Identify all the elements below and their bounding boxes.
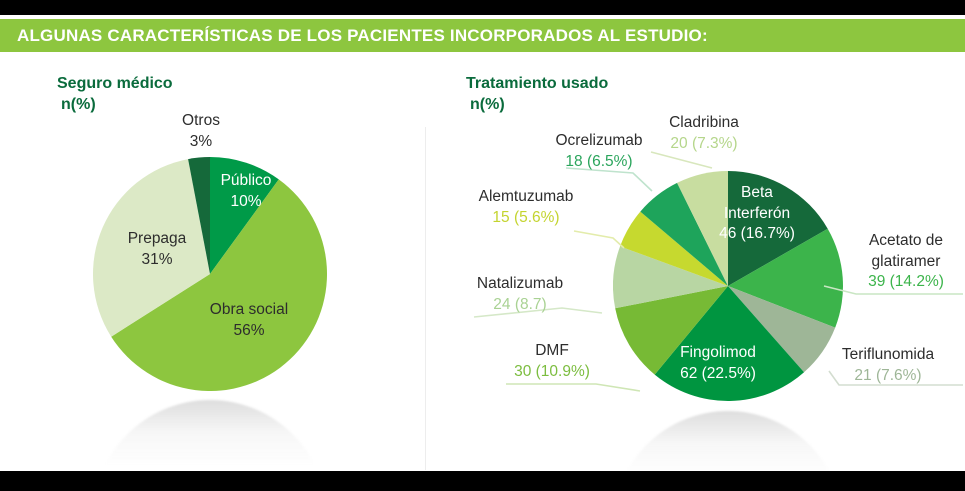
slice-label-prepaga: Prepaga 31% — [128, 229, 187, 270]
slice-label-name: Beta Interferón — [723, 184, 791, 222]
chart-title-text: Seguro médico — [57, 75, 173, 92]
pie-slice-prepaga — [93, 159, 210, 337]
slice-label-value: 24 (8.7) — [493, 295, 547, 313]
chart-title-text: Tratamiento usado — [466, 75, 609, 92]
chart-title-seguro-medico: Seguro médico n(%) — [57, 73, 173, 115]
charts-divider — [425, 127, 426, 470]
pie-slice-acetato-de-glatiramer — [728, 228, 843, 328]
chart-subtitle-text: n(%) — [61, 96, 96, 113]
slice-label-alemtuzumab: Alemtuzumab 15 (5.6%) — [479, 187, 574, 228]
slice-label-name: Teriflunomida — [841, 346, 935, 363]
chart-title-tratamiento-usado: Tratamiento usado n(%) — [466, 73, 608, 115]
pie-slice-natalizumab — [613, 246, 728, 309]
slice-label-cladribina: Cladribina 20 (7.3%) — [669, 113, 739, 154]
slice-label-value: 15 (5.6%) — [492, 208, 560, 226]
header-banner: ALGUNAS CARACTERÍSTICAS DE LOS PACIENTES… — [0, 19, 965, 52]
slice-label-otros: Otros 3% — [182, 111, 220, 152]
slice-label-name: Prepaga — [127, 230, 187, 247]
slice-label-natalizumab: Natalizumab 24 (8.7) — [477, 274, 563, 315]
slice-label-name: Obra social — [209, 301, 289, 318]
callout-line-cladribina — [650, 151, 713, 169]
slice-label-value: 10% — [230, 192, 262, 210]
pie-chart-seguro-medico — [93, 157, 327, 391]
slice-label-teriflunomida: Teriflunomida 21 (7.6%) — [842, 345, 934, 386]
slice-label-value: 56% — [233, 321, 265, 339]
callout-line-ocrelizumab — [565, 167, 653, 192]
slice-label-value: 62 (22.5%) — [680, 364, 756, 382]
slice-label-value: 46 (16.7%) — [719, 225, 795, 242]
callout-line-alemtuzumab — [573, 230, 625, 249]
slice-label-value: 30 (10.9%) — [514, 362, 590, 380]
slice-label-value: 3% — [189, 132, 213, 150]
bottom-black-bar — [0, 471, 965, 491]
slice-label-value: 20 (7.3%) — [670, 134, 738, 152]
slice-label-beta-interferon: Beta Interferón 46 (16.7%) — [707, 183, 807, 245]
pie-slice-beta-interferon — [728, 171, 828, 286]
top-black-bar — [0, 0, 965, 15]
slice-label-name: Cladribina — [669, 114, 739, 131]
slice-label-value: 39 (14.2%) — [868, 273, 944, 290]
pie-slice-fingolimod — [654, 286, 805, 401]
slice-label-publico: Público 10% — [221, 171, 272, 212]
slice-label-value: 21 (7.6%) — [854, 366, 922, 384]
slice-label-name: Acetato de glatiramer — [868, 232, 944, 270]
callout-line-teriflunomida — [828, 370, 963, 386]
pie-slice-teriflunomida — [728, 286, 836, 373]
slice-label-name: Natalizumab — [476, 275, 564, 292]
pie-slice-publico — [210, 157, 279, 274]
chart-subtitle-text: n(%) — [470, 96, 505, 113]
slice-label-name: Otros — [182, 112, 220, 129]
slice-label-name: Ocrelizumab — [555, 132, 643, 149]
slice-label-name: DMF — [535, 342, 569, 359]
slice-label-dmf: DMF 30 (10.9%) — [514, 341, 590, 382]
page-title: ALGUNAS CARACTERÍSTICAS DE LOS PACIENTES… — [17, 26, 708, 45]
slice-label-name: Público — [220, 172, 272, 189]
slice-label-value: 18 (6.5%) — [565, 152, 633, 170]
pie-slice-obra-social — [111, 179, 327, 391]
slice-label-ocrelizumab: Ocrelizumab 18 (6.5%) — [556, 131, 643, 172]
slice-label-value: 31% — [141, 250, 173, 268]
slice-label-fingolimod: Fingolimod 62 (22.5%) — [680, 343, 756, 384]
slice-label-name: Fingolimod — [680, 344, 756, 361]
pie-slice-dmf — [615, 286, 728, 375]
callout-line-natalizumab — [473, 307, 603, 318]
pie-slice-otros — [188, 157, 210, 274]
slice-label-acetato-de-glatiramer: Acetato de glatiramer 39 (14.2%) — [850, 231, 962, 293]
pie-slice-ocrelizumab — [640, 182, 728, 286]
pie-chart-tratamiento-usado — [613, 171, 843, 401]
slice-label-name: Alemtuzumab — [478, 188, 574, 205]
pie-slice-alemtuzumab — [620, 211, 728, 286]
callout-line-dmf — [506, 383, 641, 392]
slice-label-obra-social: Obra social 56% — [210, 300, 288, 341]
callout-line-acetato — [823, 285, 963, 295]
pie-slice-cladribina — [677, 171, 728, 286]
